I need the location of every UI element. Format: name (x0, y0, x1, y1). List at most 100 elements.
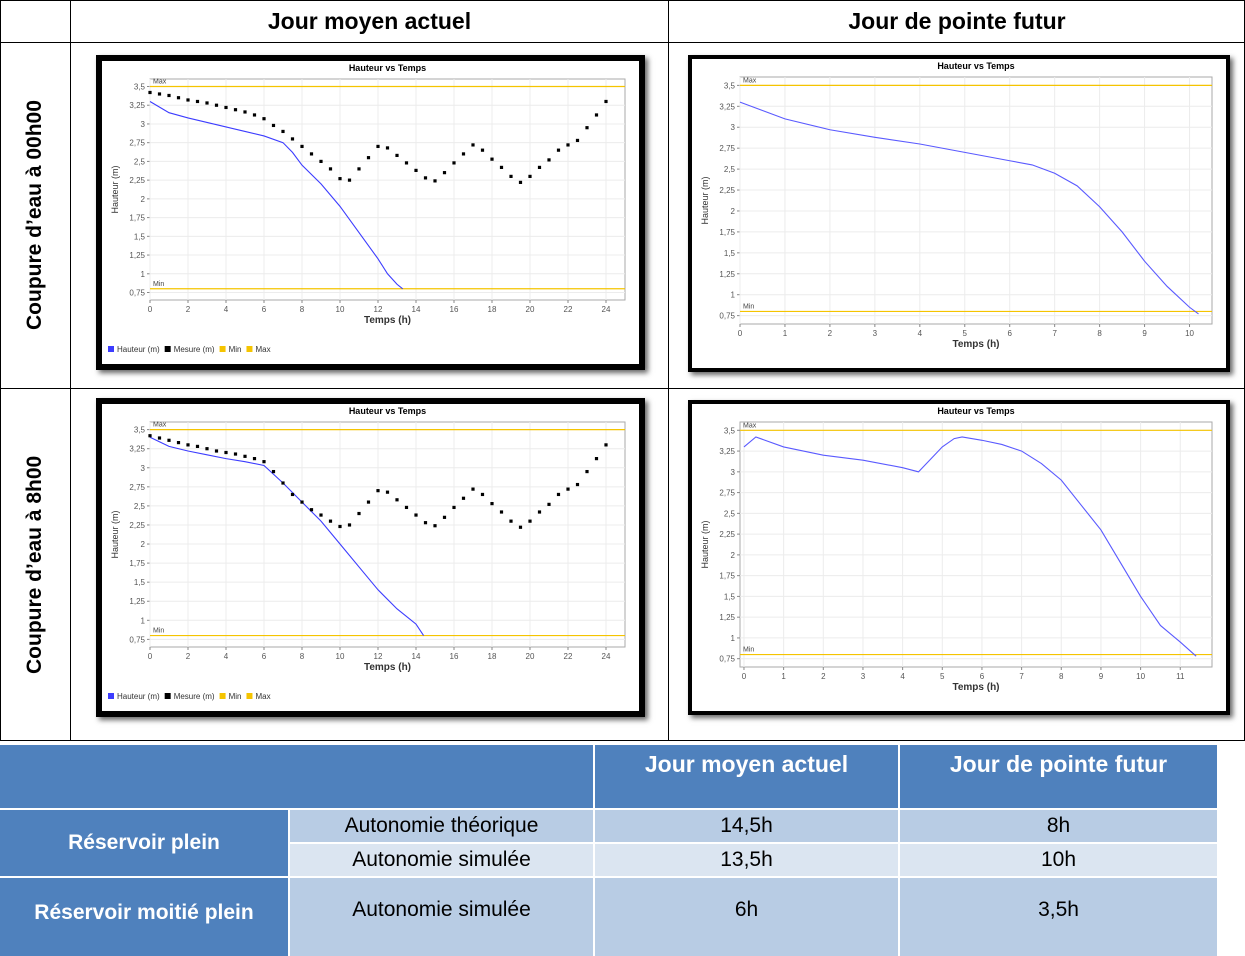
chart: Hauteur vs Temps 0,75 1 1,25 1,5 1,75 2 2,25 2,5… (700, 61, 1213, 350)
y-tick-label: 2,5 (134, 157, 146, 166)
reference-label: Max (743, 77, 757, 84)
data-point (376, 144, 380, 149)
y-tick-label: 3 (731, 468, 736, 477)
plot-area (149, 78, 626, 301)
data-point (461, 496, 466, 500)
y-tick-label: 1,25 (719, 270, 735, 279)
y-tick-label: 1 (731, 634, 736, 643)
data-point (366, 500, 371, 504)
y-tick-label: 2,25 (129, 521, 145, 530)
data-point (290, 492, 295, 497)
data-point (309, 152, 314, 156)
data-point (452, 505, 456, 510)
x-tick-label: 6 (262, 305, 267, 314)
y-tick-label: 1,25 (129, 251, 145, 260)
x-tick-label: 10 (1136, 672, 1145, 681)
chart-frame: Hauteur vs Temps 0,75 1 1,25 1,5 1,75 2 2,25 2,5… (688, 400, 1230, 715)
data-point (148, 434, 152, 438)
chart: Hauteur vs Temps 0,75 1 1,25 1,5 1,75 2 2,25 2,5… (700, 406, 1213, 693)
plot-area (739, 76, 1213, 325)
legend-swatch (219, 346, 226, 352)
data-point (461, 152, 466, 156)
reference-label: Max (153, 422, 167, 429)
y-tick-label: 1,25 (719, 613, 735, 622)
data-point (205, 101, 209, 105)
x-tick-label: 6 (1007, 329, 1012, 338)
data-point (347, 523, 352, 527)
grid-line (0, 388, 1245, 389)
data-point (480, 492, 485, 497)
y-tick-label: 1,75 (719, 228, 735, 237)
data-point (414, 168, 418, 172)
reference-label: Max (153, 78, 167, 85)
data-point (385, 490, 390, 494)
column-header: Jour moyen actuel (267, 8, 472, 34)
data-point (509, 174, 513, 178)
x-tick-label: 22 (564, 652, 573, 661)
legend-label: Min (229, 345, 242, 354)
data-point (338, 524, 342, 529)
data-point (395, 498, 399, 502)
table-column-header: Jour de pointe futur (900, 745, 1217, 808)
x-tick-label: 10 (1185, 329, 1194, 338)
data-point (243, 110, 247, 114)
data-point (224, 450, 228, 455)
column-header: Jour de pointe futur (848, 8, 1066, 34)
table-cell: 14,5h (595, 810, 898, 842)
y-tick-label: 0,75 (719, 655, 735, 664)
data-point (518, 180, 523, 184)
x-tick-label: 16 (450, 652, 459, 661)
chart-title: Hauteur vs Temps (937, 61, 1014, 71)
data-point (262, 460, 266, 464)
legend-label: Max (255, 692, 270, 701)
y-tick-label: 2 (141, 195, 146, 204)
y-tick-label: 2,25 (129, 176, 145, 185)
y-tick-label: 2,25 (719, 186, 735, 195)
data-point (300, 500, 304, 504)
y-tick-label: 2,75 (719, 489, 735, 498)
data-point (499, 165, 504, 169)
x-tick-label: 4 (224, 305, 229, 314)
legend-label: Max (255, 345, 270, 354)
data-point (509, 519, 513, 523)
x-tick-label: 24 (602, 305, 611, 314)
data-point (404, 505, 409, 510)
x-tick-label: 0 (742, 672, 747, 681)
x-tick-label: 18 (488, 652, 497, 661)
data-point (176, 96, 181, 100)
y-tick-label: 2,75 (129, 483, 145, 492)
y-tick-label: 1,25 (129, 597, 145, 606)
data-point (480, 148, 485, 152)
y-tick-label: 3,5 (724, 426, 736, 435)
x-tick-label: 12 (374, 305, 383, 314)
data-point (167, 438, 171, 442)
data-point (243, 454, 247, 458)
data-point (442, 515, 447, 519)
x-tick-label: 8 (1097, 329, 1102, 338)
y-tick-label: 2,25 (719, 530, 735, 539)
x-tick-label: 0 (738, 329, 743, 338)
x-tick-label: 16 (450, 305, 459, 314)
data-point (556, 148, 561, 152)
x-axis-label: Temps (h) (364, 315, 411, 326)
data-point (471, 143, 475, 147)
data-point (186, 443, 190, 447)
chart-title: Hauteur vs Temps (349, 406, 426, 416)
y-tick-label: 0,75 (129, 289, 145, 298)
x-tick-label: 0 (148, 652, 153, 661)
data-point (423, 521, 428, 525)
grid-line (668, 0, 669, 741)
data-point (281, 129, 285, 134)
y-axis-label: Hauteur (m) (110, 165, 120, 213)
x-tick-label: 10 (336, 305, 345, 314)
grid-line (70, 0, 71, 741)
table-column-header: Jour moyen actuel (595, 745, 898, 808)
reference-label: Min (743, 303, 754, 310)
data-point (404, 161, 409, 165)
x-tick-label: 4 (224, 652, 229, 661)
data-point (414, 513, 418, 517)
y-tick-label: 0,75 (129, 635, 145, 644)
x-tick-label: 22 (564, 305, 573, 314)
data-line (743, 436, 1197, 657)
x-tick-label: 6 (980, 672, 985, 681)
